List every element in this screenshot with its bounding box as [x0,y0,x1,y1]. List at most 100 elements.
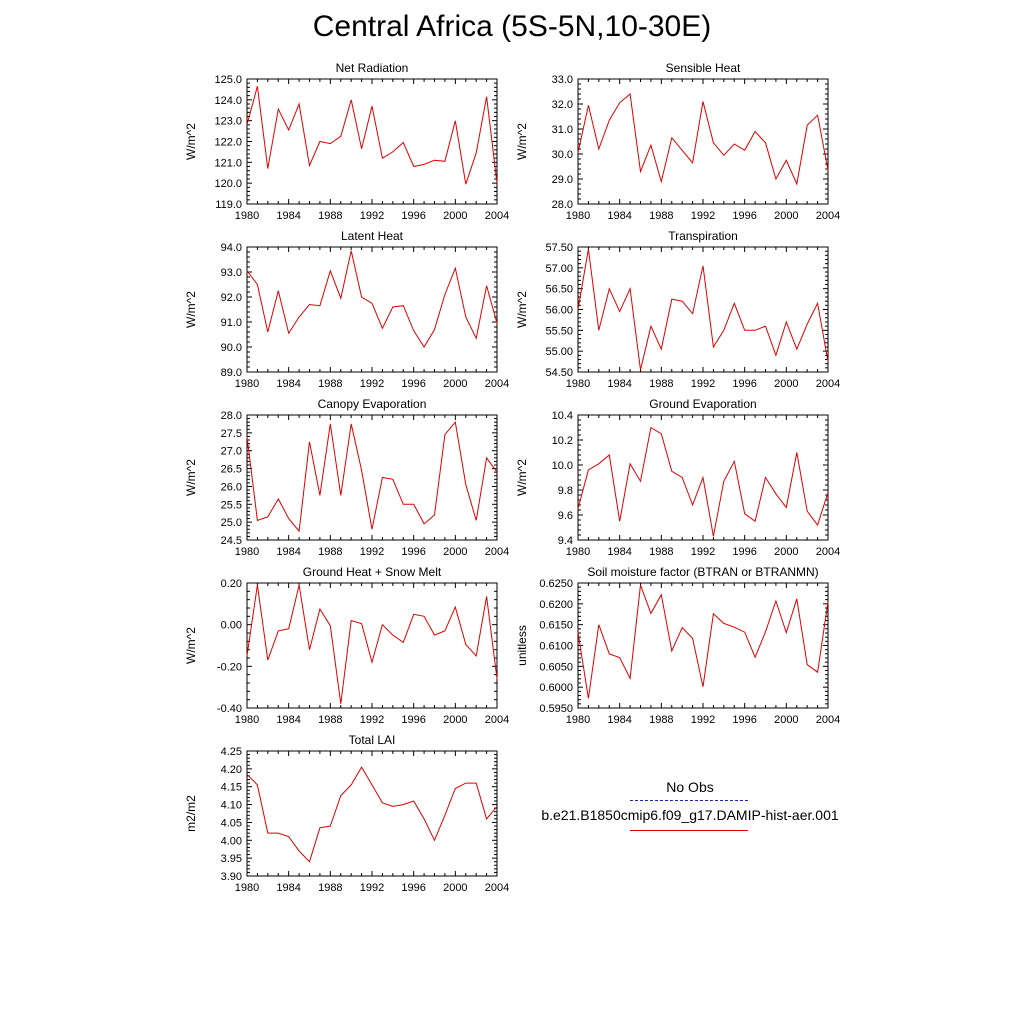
x-tick-label: 1980 [235,210,259,222]
chart-panel: 1980 1984 1988 1992 1996 2000 2004 9.4 9.6 9.8 10.… [515,397,840,558]
legend: No Obs b.e21.B1850cmip6.f09_g17.DAMIP-hi… [530,776,850,846]
x-tick-label: 1984 [607,210,631,222]
x-tick-label: 1988 [318,378,342,390]
y-tick-label: 55.00 [545,346,573,358]
legend-obs-line [630,800,748,801]
x-tick-label: 2004 [485,714,509,726]
x-tick-label: 1988 [649,714,673,726]
y-tick-label: 0.6000 [539,682,573,694]
x-tick-label: 2004 [485,210,509,222]
y-tick-label: 0.20 [221,578,242,590]
y-tick-label: 9.4 [558,535,573,547]
y-tick-label: 121.0 [214,157,242,169]
y-tick-label: 124.0 [214,95,242,107]
y-axis-label: W/m^2 [515,459,529,496]
y-tick-label: 0.6050 [539,661,573,673]
y-tick-label: 33.0 [552,74,573,86]
plot-frame [246,750,498,877]
y-tick-label: 54.50 [545,367,573,379]
x-tick-label: 2000 [774,546,798,558]
x-tick-label: 1984 [276,714,300,726]
x-tick-label: 2000 [443,714,467,726]
x-tick-label: 2000 [443,210,467,222]
panel-title: Total LAI [349,733,396,747]
x-tick-label: 1980 [566,210,590,222]
plot-frame [246,246,498,373]
series-line [246,420,498,533]
legend-obs-label: No Obs [666,779,714,795]
x-tick-label: 1988 [649,546,673,558]
x-tick-label: 1996 [732,378,756,390]
y-tick-label: 91.0 [221,317,242,329]
x-tick-label: 1980 [235,882,259,894]
x-tick-label: 2004 [816,378,840,390]
y-tick-label: 90.0 [221,342,242,354]
series-line [577,93,829,186]
x-tick-label: 1996 [401,546,425,558]
x-tick-label: 2004 [485,378,509,390]
y-tick-label: 10.2 [552,435,573,447]
x-tick-label: 1984 [276,210,300,222]
plot-frame [577,582,829,709]
chart-panel: 1980 1984 1988 1992 1996 2000 2004 0.5950 0.6000… [515,565,840,726]
y-tick-label: 29.0 [552,174,573,186]
x-tick-label: 2000 [443,546,467,558]
figure-title: Central Africa (5S-5N,10-30E) [312,10,712,43]
x-tick-label: 1980 [235,714,259,726]
plot-frame [577,78,829,205]
y-tick-label: 9.8 [558,485,573,497]
x-tick-label: 2000 [774,210,798,222]
chart-panel: 1980 1984 1988 1992 1996 2000 2004 54.50 55.00 55… [515,229,840,390]
y-tick-label: 27.0 [221,446,242,458]
x-tick-label: 2004 [485,882,509,894]
x-tick-label: 1980 [235,378,259,390]
y-tick-label: 31.0 [552,124,573,136]
y-tick-label: 120.0 [214,178,242,190]
plot-frame [246,414,498,541]
y-tick-label: 0.6100 [539,641,573,653]
y-tick-label: -0.20 [217,661,242,673]
y-axis-label: W/m^2 [184,291,198,328]
panel-title: Net Radiation [336,61,409,75]
y-tick-label: 123.0 [214,116,242,128]
y-tick-label: 25.0 [221,517,242,529]
legend-model-label: b.e21.B1850cmip6.f09_g17.DAMIP-hist-aer.… [541,807,839,823]
x-tick-label: 1996 [401,882,425,894]
x-tick-label: 1992 [360,378,384,390]
y-tick-label: 4.15 [221,782,242,794]
series-line [577,426,829,537]
chart-panel: 1980 1984 1988 1992 1996 2000 2004 89.0 90.0 91.0… [184,229,509,390]
y-tick-label: 55.50 [545,325,573,337]
y-tick-label: 92.0 [221,292,242,304]
x-tick-label: 1996 [732,210,756,222]
y-tick-label: 89.0 [221,367,242,379]
y-tick-label: 24.5 [221,535,242,547]
y-tick-label: 4.00 [221,835,242,847]
y-tick-label: 30.0 [552,149,573,161]
series-line [577,584,829,699]
x-tick-label: 2004 [816,714,840,726]
y-axis-label: W/m^2 [184,627,198,664]
x-tick-label: 1996 [401,378,425,390]
y-tick-label: 56.00 [545,305,573,317]
x-tick-label: 1984 [607,714,631,726]
x-tick-label: 1992 [360,714,384,726]
x-tick-label: 1992 [691,714,715,726]
panel-title: Sensible Heat [666,61,741,75]
y-axis-label: W/m^2 [515,291,529,328]
y-tick-label: 122.0 [214,137,242,149]
y-tick-label: 28.0 [221,410,242,422]
x-tick-label: 1988 [318,882,342,894]
y-tick-label: 4.05 [221,817,242,829]
x-tick-label: 1984 [607,546,631,558]
x-tick-label: 1988 [649,210,673,222]
y-tick-label: 10.0 [552,460,573,472]
x-tick-label: 1988 [318,546,342,558]
panel-title: Canopy Evaporation [318,397,427,411]
x-tick-label: 2000 [774,714,798,726]
y-tick-label: 0.6250 [539,578,573,590]
y-tick-label: 0.6150 [539,620,573,632]
x-tick-label: 1980 [566,546,590,558]
y-tick-label: 3.95 [221,853,242,865]
y-tick-label: 56.50 [545,284,573,296]
